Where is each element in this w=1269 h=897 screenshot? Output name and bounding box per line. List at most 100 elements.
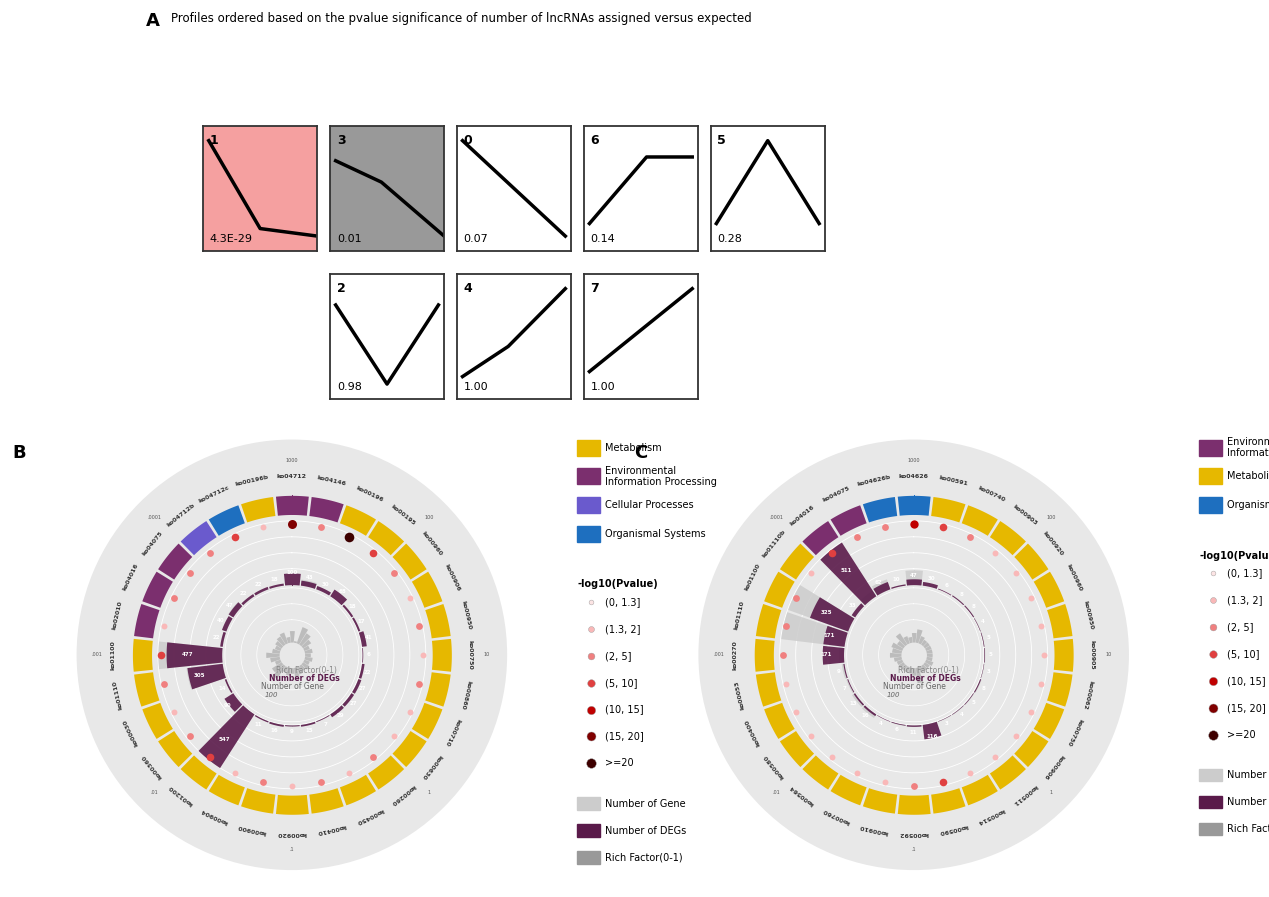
Text: ko00195: ko00195 <box>390 504 416 527</box>
Text: 30: 30 <box>928 576 935 581</box>
Point <box>1006 566 1027 580</box>
Text: ko00740: ko00740 <box>977 485 1005 502</box>
Text: ko00760: ko00760 <box>822 807 850 824</box>
Point <box>1006 729 1027 744</box>
Text: ko04075: ko04075 <box>821 485 850 502</box>
Point <box>311 520 331 535</box>
Text: 0.14: 0.14 <box>590 233 615 244</box>
Text: 0.07: 0.07 <box>463 233 489 244</box>
Text: 8: 8 <box>981 685 985 691</box>
Point <box>363 750 383 764</box>
Text: 27: 27 <box>358 686 365 692</box>
Text: 41: 41 <box>365 635 373 640</box>
Text: 33: 33 <box>849 604 857 608</box>
Text: ko00906: ko00906 <box>1042 753 1065 779</box>
Point <box>1022 591 1042 605</box>
Text: 18: 18 <box>270 577 278 581</box>
Text: ko00062: ko00062 <box>1082 680 1094 710</box>
Point <box>1203 674 1223 688</box>
Point <box>773 648 793 662</box>
Text: Rich Factor(0-1): Rich Factor(0-1) <box>898 666 959 675</box>
Text: 10: 10 <box>483 652 490 658</box>
Text: ko00900: ko00900 <box>237 823 268 835</box>
Text: ko00400: ko00400 <box>744 718 761 746</box>
Text: Organismal Systems: Organismal Systems <box>1227 500 1269 510</box>
Text: 0.28: 0.28 <box>717 233 742 244</box>
Text: ko00511: ko00511 <box>1011 783 1038 806</box>
Point <box>1203 647 1223 661</box>
Text: Number of Gene: Number of Gene <box>1227 770 1269 780</box>
Text: .01: .01 <box>773 790 780 795</box>
Text: 6: 6 <box>895 727 898 732</box>
Text: Rich Factor(0-1): Rich Factor(0-1) <box>1227 823 1269 834</box>
Text: 7: 7 <box>324 722 327 727</box>
Point <box>385 566 405 580</box>
Text: 4: 4 <box>878 721 882 727</box>
Point <box>985 545 1005 560</box>
Text: 7: 7 <box>590 283 599 295</box>
Text: (5, 10]: (5, 10] <box>1227 649 1260 659</box>
Text: 477: 477 <box>181 652 193 658</box>
Text: 3: 3 <box>986 669 990 675</box>
Point <box>581 649 602 663</box>
Text: 22: 22 <box>240 591 247 597</box>
Text: (10, 15]: (10, 15] <box>1227 675 1265 686</box>
Text: ko04712b: ko04712b <box>165 502 195 527</box>
Text: 30: 30 <box>322 582 330 587</box>
Text: (0, 1.3]: (0, 1.3] <box>605 597 641 607</box>
Text: Number of Gene: Number of Gene <box>882 683 945 692</box>
Text: ko00920: ko00920 <box>1042 530 1065 557</box>
Point <box>151 648 171 662</box>
Text: 16: 16 <box>862 713 869 718</box>
Text: 3: 3 <box>945 721 949 727</box>
Text: 8: 8 <box>959 592 963 597</box>
Text: ko04626: ko04626 <box>898 474 929 479</box>
Text: ko04146: ko04146 <box>316 475 346 486</box>
Text: 14: 14 <box>218 686 226 691</box>
Text: Number of DEGs: Number of DEGs <box>605 825 687 836</box>
Text: .1: .1 <box>911 847 916 852</box>
Point <box>155 676 175 691</box>
Point <box>1030 619 1051 633</box>
Point <box>225 530 245 544</box>
Text: ko00580: ko00580 <box>763 753 786 779</box>
Text: Environmental
Information Processing: Environmental Information Processing <box>605 466 717 487</box>
Point <box>904 517 924 531</box>
Point <box>822 750 843 764</box>
Text: 1: 1 <box>209 135 218 147</box>
Point <box>409 676 429 691</box>
Point <box>985 750 1005 764</box>
Text: ko00906: ko00906 <box>444 562 462 592</box>
Text: 11: 11 <box>255 722 263 727</box>
Text: (2, 5]: (2, 5] <box>605 650 632 661</box>
Point <box>201 545 221 560</box>
Text: 0.98: 0.98 <box>336 381 362 392</box>
Text: 22: 22 <box>364 670 372 675</box>
Text: ko00630: ko00630 <box>420 753 443 779</box>
Text: 0: 0 <box>463 135 472 147</box>
Text: ko00750: ko00750 <box>468 640 473 670</box>
Point <box>846 765 867 779</box>
Text: 4: 4 <box>959 712 963 718</box>
Text: 13: 13 <box>849 701 857 706</box>
Point <box>363 545 383 560</box>
Point <box>400 704 420 718</box>
Text: 305: 305 <box>194 674 206 678</box>
Text: 11: 11 <box>910 729 917 735</box>
Point <box>581 595 602 609</box>
Text: .0001: .0001 <box>769 515 783 519</box>
Text: 1.00: 1.00 <box>463 381 489 392</box>
Point <box>961 765 981 779</box>
Text: ko00905: ko00905 <box>1090 640 1095 670</box>
Text: 18: 18 <box>349 604 357 609</box>
Text: 9: 9 <box>289 729 294 735</box>
Text: ko01200: ko01200 <box>168 783 194 806</box>
Text: Environmental
Information Processing: Environmental Information Processing <box>1227 437 1269 458</box>
Text: ko04016: ko04016 <box>789 504 816 527</box>
Text: (15, 20]: (15, 20] <box>605 731 645 742</box>
Point <box>581 622 602 636</box>
Text: (10, 15]: (10, 15] <box>605 704 643 715</box>
Point <box>581 729 602 744</box>
Text: ko02010: ko02010 <box>112 600 123 630</box>
Point <box>961 530 981 544</box>
